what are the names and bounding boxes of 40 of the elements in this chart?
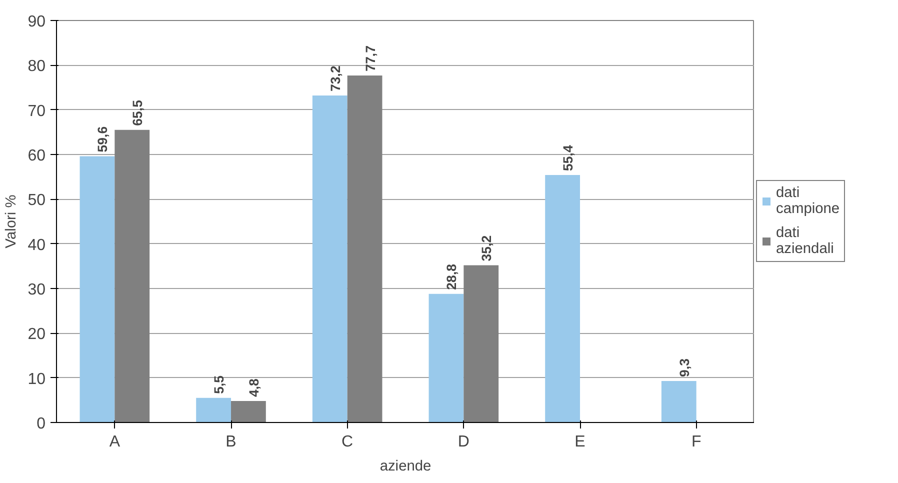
data-label: 77,7 [362, 45, 378, 72]
bar [545, 175, 580, 422]
data-label: 55,4 [560, 144, 576, 172]
y-tick-label: 0 [36, 416, 46, 432]
x-axis-title: aziende [380, 458, 432, 474]
y-tick-label: 30 [28, 282, 46, 298]
y-axis-title: Valori % [4, 194, 20, 248]
data-label: 73,2 [328, 66, 343, 92]
y-tick-label: 10 [28, 370, 46, 388]
bar [80, 156, 115, 422]
data-label: 35,2 [479, 235, 494, 262]
bar [661, 380, 696, 422]
x-tick-label: F [691, 434, 702, 450]
y-tick-label: 70 [28, 102, 46, 120]
legend-label: dati campione [776, 185, 840, 217]
bar [464, 265, 499, 422]
data-label: 28,8 [444, 264, 460, 290]
y-tick-label: 80 [28, 58, 46, 76]
data-label: 9,3 [676, 358, 692, 377]
x-tick-label: E [574, 434, 586, 450]
x-tick-label: A [109, 434, 120, 450]
bar [114, 130, 150, 422]
y-tick-label: 50 [28, 192, 46, 210]
y-tick-label: 20 [28, 326, 46, 344]
x-tick-label: B [226, 434, 236, 450]
data-label: 59,6 [95, 126, 110, 152]
bar [428, 294, 464, 422]
bar [231, 401, 266, 422]
x-tick-label: D [458, 434, 470, 450]
legend-label: dati aziendali [776, 225, 834, 257]
bar [196, 398, 231, 422]
x-tick-label: C [342, 434, 354, 450]
bar [347, 75, 382, 422]
data-label: 65,5 [130, 99, 146, 126]
y-tick-label: 60 [28, 148, 46, 164]
data-label: 5,5 [212, 374, 227, 394]
y-tick-label: 40 [28, 236, 46, 254]
data-label: 4,8 [246, 378, 262, 398]
y-tick-label: 90 [28, 14, 46, 30]
bar [312, 96, 348, 422]
